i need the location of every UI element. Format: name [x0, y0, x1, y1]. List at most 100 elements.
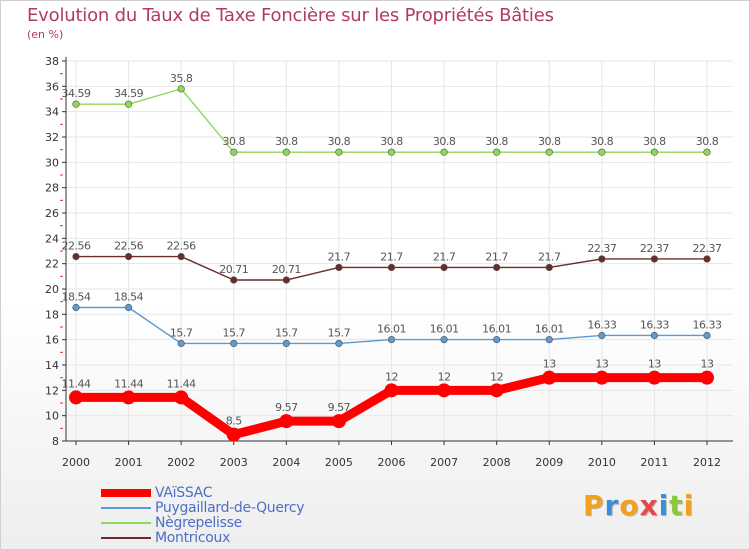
data-label: 13 [543, 358, 556, 371]
data-point [72, 100, 80, 108]
data-label: 22.37 [640, 242, 669, 255]
data-label: 30.8 [223, 135, 246, 148]
logo-letter: x [639, 489, 659, 522]
data-label: 30.8 [696, 135, 719, 148]
data-point [335, 263, 343, 272]
x-tick-label: 2002 [167, 456, 195, 469]
legend-item: VAïSSAC [101, 484, 304, 501]
legend-swatch [101, 536, 151, 539]
data-label: 21.7 [433, 250, 456, 263]
data-label: 15.7 [275, 326, 298, 339]
data-label: 16.33 [640, 318, 669, 331]
data-label: 16.33 [587, 318, 616, 331]
data-point [489, 383, 504, 398]
y-tick-label: 24 [45, 232, 59, 245]
logo-letter: P [583, 489, 605, 522]
data-label: 30.8 [485, 135, 508, 148]
data-point [440, 263, 448, 272]
data-point [387, 148, 396, 156]
data-point [493, 263, 501, 272]
logo-letter: i [683, 489, 695, 522]
y-tick-label: 28 [45, 182, 59, 195]
data-point [282, 339, 290, 348]
data-label: 15.7 [223, 326, 246, 339]
data-point [174, 390, 189, 405]
data-label: 18.54 [62, 290, 91, 303]
legend-label: Montricoux [155, 529, 231, 546]
data-label: 9.57 [275, 401, 298, 414]
x-tick-label: 2009 [535, 456, 563, 469]
data-label: 8.5 [226, 415, 242, 428]
data-label: 34.59 [62, 87, 91, 100]
x-tick-label: 2004 [272, 456, 300, 469]
data-label: 21.7 [380, 250, 403, 263]
y-tick-label: 8 [52, 435, 59, 448]
data-point [279, 414, 294, 429]
data-label: 11.44 [167, 377, 196, 390]
data-point [542, 370, 557, 385]
y-tick-label: 30 [45, 156, 59, 169]
x-tick-label: 2000 [62, 456, 90, 469]
x-tick-label: 2003 [220, 456, 248, 469]
data-point [226, 427, 241, 442]
logo-letter: i [658, 489, 670, 522]
data-point [177, 252, 185, 261]
data-label: 30.8 [591, 135, 614, 148]
data-point [647, 370, 662, 385]
data-label: 16.01 [377, 323, 406, 336]
y-tick-label: 22 [45, 258, 59, 271]
data-point [335, 148, 343, 156]
logo-letter: t [669, 489, 684, 522]
y-tick-label: 18 [45, 308, 59, 321]
data-point [384, 383, 399, 398]
data-label: 30.8 [275, 135, 298, 148]
x-tick-label: 2001 [115, 456, 143, 469]
chart-title: Evolution du Taux de Taxe Foncière sur l… [27, 5, 554, 26]
data-label: 12 [385, 370, 398, 383]
legend: VAïSSAC Puygaillard-de-Quercy Nègrepelisse… [101, 484, 305, 546]
y-tick-label: 12 [45, 384, 59, 397]
data-point [703, 148, 711, 156]
x-tick-label: 2010 [588, 456, 616, 469]
data-point [703, 331, 711, 340]
data-label: 20.71 [272, 263, 301, 276]
legend-item: Puygaillard-de-Quercy [101, 500, 305, 516]
legend-swatch [101, 521, 151, 524]
y-tick-label: 36 [45, 80, 59, 93]
logo-letter: r [604, 489, 620, 522]
data-point [72, 303, 80, 312]
data-point [493, 335, 501, 344]
data-label: 16.01 [535, 323, 564, 336]
data-point [700, 370, 714, 385]
legend-swatch [101, 488, 151, 497]
data-point [440, 335, 448, 344]
data-label: 11.44 [114, 377, 143, 390]
line-chart: 8 10 12 14 16 18 20 22 24 26 28 30 32 34 36 38 2000 2001 2… [45, 55, 733, 469]
data-label: 12 [490, 370, 503, 383]
data-label: 22.37 [693, 242, 722, 255]
data-label: 16.01 [482, 323, 511, 336]
legend-label: VAïSSAC [155, 484, 213, 501]
data-label: 22.56 [114, 240, 143, 253]
y-tick-label: 32 [45, 131, 59, 144]
data-point [703, 255, 711, 263]
data-point [124, 303, 133, 312]
data-label: 16.01 [430, 323, 459, 336]
x-tick-label: 2008 [483, 456, 511, 469]
data-point [331, 414, 346, 429]
data-point [493, 148, 501, 156]
data-label: 13 [701, 358, 714, 371]
data-label: 21.7 [328, 250, 351, 263]
data-point [440, 148, 448, 156]
chart-unit-label: (en %) [27, 28, 64, 41]
data-label: 11.44 [62, 377, 91, 390]
data-point [387, 335, 396, 344]
data-point [121, 390, 136, 405]
data-point [650, 255, 659, 263]
data-label: 13 [595, 358, 608, 371]
proxiti-logo: Proxiti [583, 489, 694, 522]
data-label: 30.8 [538, 135, 561, 148]
data-label: 21.7 [538, 250, 561, 263]
data-label: 13 [648, 358, 661, 371]
data-point [650, 331, 659, 340]
